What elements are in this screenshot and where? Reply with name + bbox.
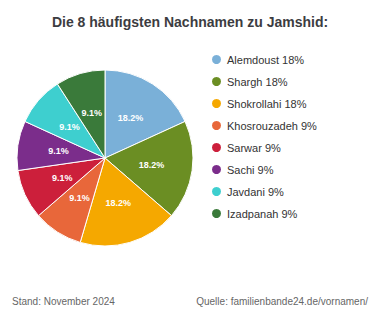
svg-text:Die 8 häufigsten Nachnamen zu: Die 8 häufigsten Nachnamen zu Jamshid: — [52, 14, 328, 30]
svg-text:Sarwar 9%: Sarwar 9% — [227, 142, 281, 154]
svg-text:Alemdoust 18%: Alemdoust 18% — [227, 54, 304, 66]
svg-text:9.1%: 9.1% — [59, 122, 80, 132]
svg-text:Stand: November 2024: Stand: November 2024 — [12, 296, 115, 307]
svg-text:Javdani 9%: Javdani 9% — [227, 186, 284, 198]
svg-text:18.2%: 18.2% — [139, 160, 165, 170]
svg-text:Izadpanah 9%: Izadpanah 9% — [227, 208, 298, 220]
svg-text:Shokrollahi 18%: Shokrollahi 18% — [227, 98, 307, 110]
svg-text:9.1%: 9.1% — [52, 173, 73, 183]
svg-text:9.1%: 9.1% — [69, 193, 90, 203]
svg-text:Quelle: familienbande24.de/vor: Quelle: familienbande24.de/vornamen/ — [196, 296, 368, 307]
svg-text:Shargh 18%: Shargh 18% — [227, 76, 288, 88]
svg-text:9.1%: 9.1% — [48, 146, 69, 156]
svg-text:18.2%: 18.2% — [118, 113, 144, 123]
svg-text:9.1%: 9.1% — [82, 108, 103, 118]
svg-text:Sachi 9%: Sachi 9% — [227, 164, 274, 176]
svg-text:18.2%: 18.2% — [105, 198, 131, 208]
svg-text:Khosrouzadeh 9%: Khosrouzadeh 9% — [227, 120, 317, 132]
